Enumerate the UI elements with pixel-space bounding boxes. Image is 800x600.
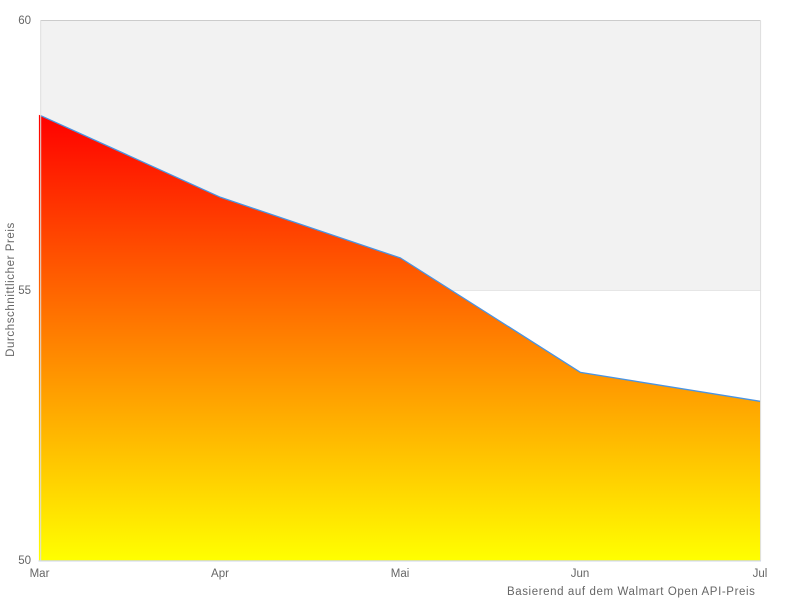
svg-text:Jul: Jul [753,568,768,580]
svg-text:Basierend auf dem Walmart Open: Basierend auf dem Walmart Open API-Preis [507,586,756,598]
svg-text:Mai: Mai [391,568,410,580]
svg-text:Mar: Mar [30,568,50,580]
svg-text:Jun: Jun [571,568,590,580]
svg-text:Durchschnittlicher Preis: Durchschnittlicher Preis [5,222,17,357]
svg-text:Apr: Apr [211,568,229,580]
svg-text:50: 50 [18,555,31,567]
svg-text:60: 60 [18,15,31,27]
svg-text:55: 55 [18,285,31,297]
